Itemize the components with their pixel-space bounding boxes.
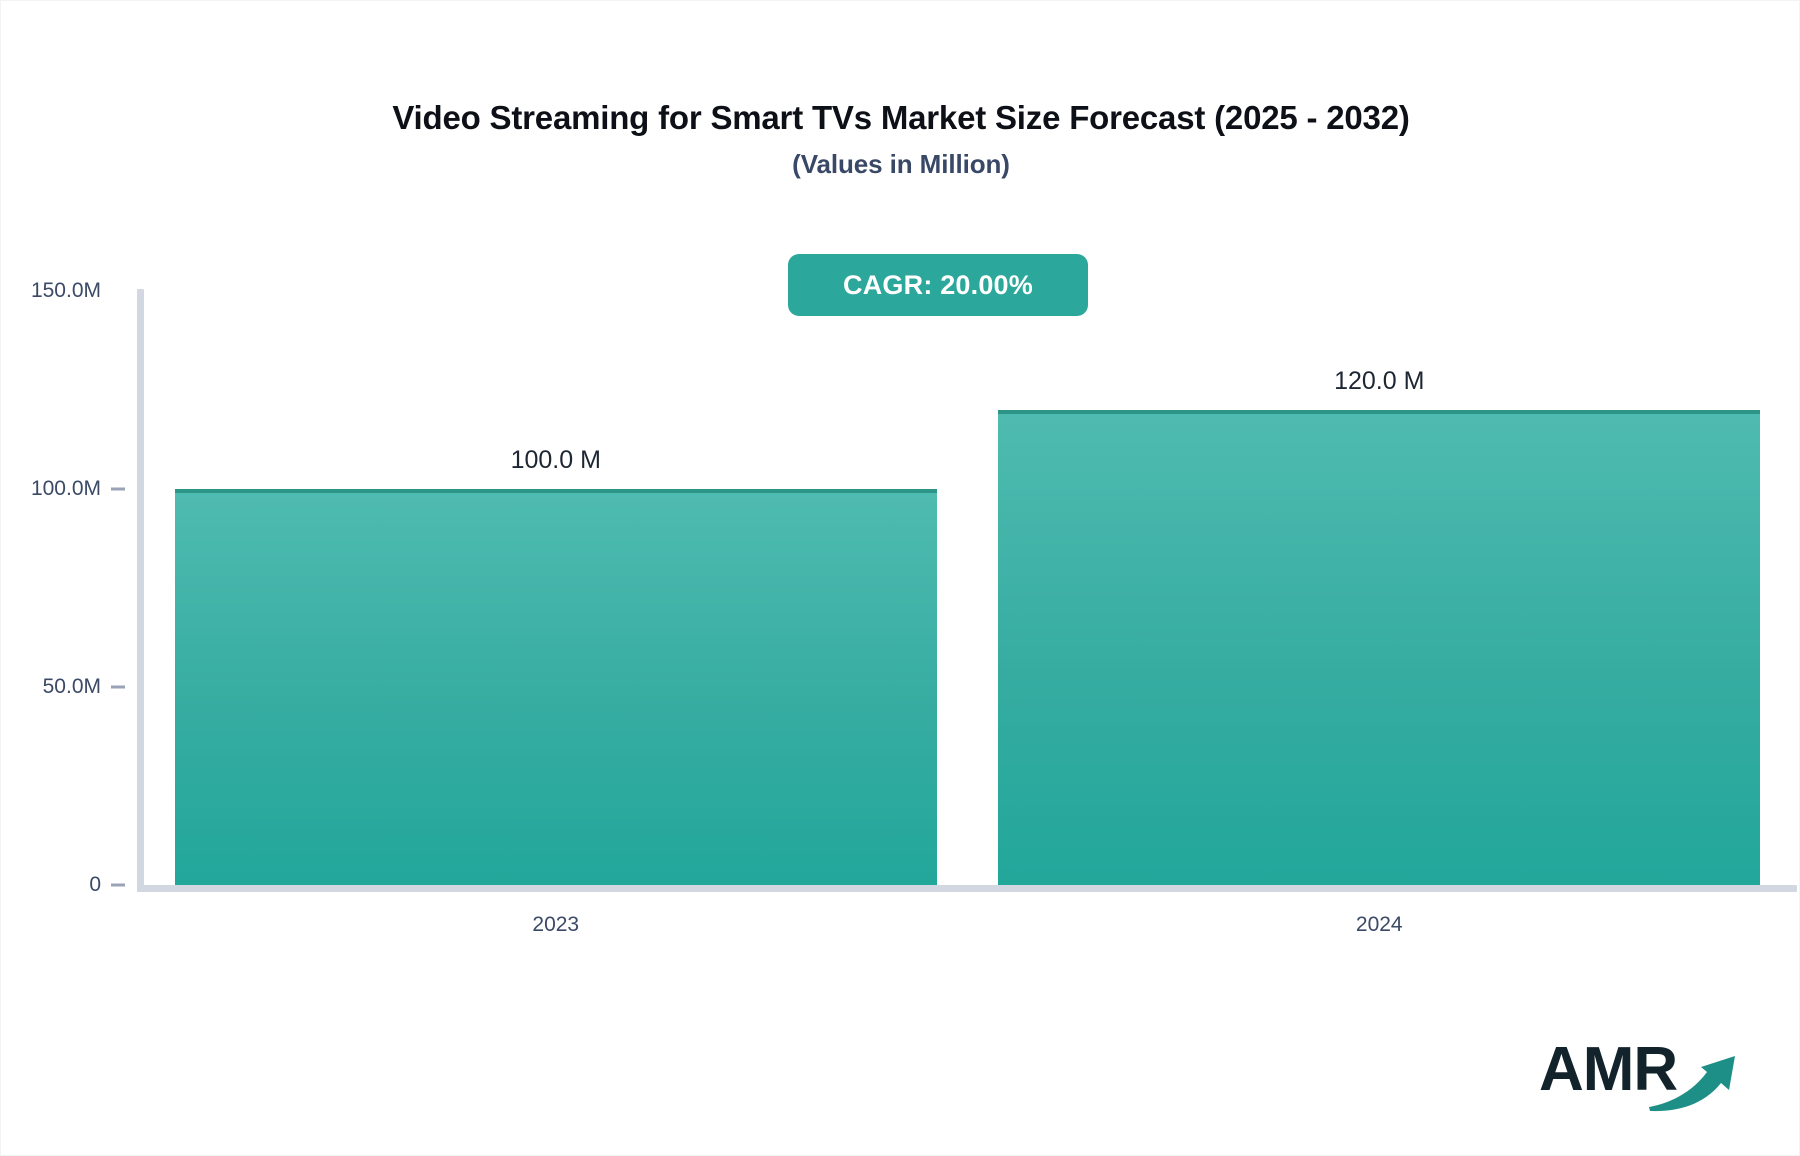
bar[interactable] bbox=[998, 409, 1761, 885]
chart-subtitle: (Values in Million) bbox=[792, 149, 1010, 179]
y-axis-tick-label: 50.0M bbox=[42, 675, 101, 698]
y-axis-line bbox=[137, 289, 144, 887]
y-axis-tick-mark bbox=[111, 685, 125, 689]
y-axis-tick-label: 150.0M bbox=[30, 279, 101, 302]
amr-logo: AMR bbox=[1539, 1035, 1739, 1112]
amr-logo-text: AMR bbox=[1539, 1035, 1678, 1104]
y-axis-tick-label: 0 bbox=[89, 873, 101, 896]
y-axis-tick-mark bbox=[111, 883, 125, 887]
bar-value-label: 120.0 M bbox=[1334, 366, 1425, 395]
x-axis-tick-label: 2023 bbox=[532, 913, 580, 936]
cagr-badge: CAGR: 20.00% bbox=[788, 254, 1088, 316]
y-axis-tick-label: 100.0M bbox=[30, 477, 101, 500]
trend-up-arrow-icon bbox=[1649, 1056, 1735, 1112]
bar[interactable] bbox=[174, 489, 937, 885]
bar-value-label: 100.0 M bbox=[510, 446, 601, 474]
x-axis-tick-label: 2024 bbox=[1355, 913, 1403, 936]
cagr-badge-label: CAGR: 20.00% bbox=[843, 269, 1033, 300]
x-axis-line bbox=[137, 885, 1797, 892]
y-axis-tick-mark bbox=[111, 487, 125, 491]
chart-title: Video Streaming for Smart TVs Market Siz… bbox=[392, 99, 1410, 136]
